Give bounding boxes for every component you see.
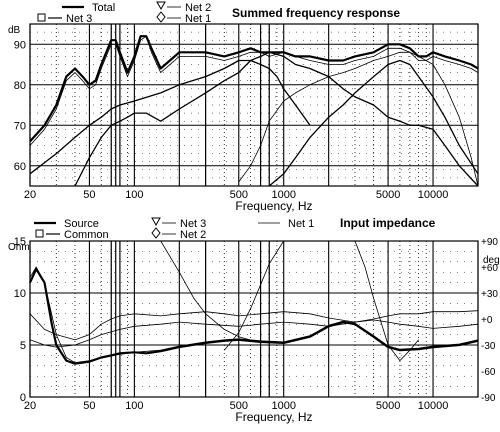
top-y-tick-labels: 60 70 80 90 xyxy=(14,39,26,173)
bottom-x-tick-labels: 20 50 100 500 1000 5000 10000 xyxy=(24,400,448,412)
legend-swatch xyxy=(37,13,46,22)
series-line-0 xyxy=(29,268,479,365)
x-tick-label: 1000 xyxy=(271,189,295,201)
legend-swatch xyxy=(151,227,161,239)
x-tick-label: 1000 xyxy=(271,400,295,412)
legend-label: Net 1 xyxy=(288,218,314,230)
top-grid xyxy=(29,23,479,187)
bottom-y2-tick-labels: +90 +60 +30 +0 -30 -60 -90 xyxy=(481,237,498,404)
legend-swatch xyxy=(156,1,166,11)
legend-label: Common xyxy=(64,229,109,241)
x-tick-label: 500 xyxy=(230,400,248,412)
bottom-chart-title: Input impedance xyxy=(340,216,436,230)
x-tick-label: 10000 xyxy=(418,189,449,201)
bottom-y2-axis-label: deg xyxy=(483,255,500,266)
top-x-tick-labels: 20 50 100 500 1000 5000 10000 xyxy=(24,189,448,201)
y2-tick-label: -90 xyxy=(481,393,496,404)
y2-tick-label: -30 xyxy=(481,341,496,352)
series-line-4 xyxy=(160,240,261,344)
x-tick-label: 20 xyxy=(24,400,36,412)
series-line-2 xyxy=(74,51,479,187)
legend-label: Total xyxy=(92,2,115,14)
series-line-5 xyxy=(268,59,479,187)
series-line-1 xyxy=(29,266,479,364)
y2-tick-label: +0 xyxy=(481,315,493,326)
series-line-4 xyxy=(29,59,311,175)
legend-label: Net 1 xyxy=(185,13,211,25)
series-line-2 xyxy=(29,310,479,341)
bottom-x-axis-label: Frequency, Hz xyxy=(235,410,312,424)
x-tick-label: 10000 xyxy=(418,400,449,412)
series-line-6 xyxy=(354,240,419,361)
y-tick-label: 70 xyxy=(14,120,26,132)
series-line-0 xyxy=(29,35,479,143)
series-line-5 xyxy=(223,240,285,351)
y-tick-label: 80 xyxy=(14,80,26,92)
bottom-y-tick-labels: 0 5 10 15 xyxy=(14,236,26,404)
x-tick-label: 50 xyxy=(83,189,95,201)
frequency-response-chart: 60 70 80 90 20 50 100 500 1000 5000 10000 dB Freq… xyxy=(8,1,479,213)
y2-tick-label: +90 xyxy=(481,237,498,248)
y2-tick-label: -60 xyxy=(481,367,496,378)
y-tick-label: 10 xyxy=(14,288,26,300)
y-tick-label: 0 xyxy=(20,392,26,404)
x-tick-label: 5000 xyxy=(376,400,400,412)
legend-swatch xyxy=(151,217,161,227)
x-tick-label: 500 xyxy=(230,189,248,201)
bottom-plot-frame xyxy=(29,240,479,398)
legend-label: Net 3 xyxy=(180,218,206,230)
input-impedance-chart: 0 5 10 15 +90 +60 +30 +0 -30 -60 -90 20 50 100 500 10… xyxy=(8,216,500,424)
y-tick-label: 15 xyxy=(14,236,26,248)
bottom-grid xyxy=(29,240,479,398)
legend-swatch xyxy=(35,229,44,238)
y2-tick-label: +30 xyxy=(481,289,498,300)
top-plot-frame xyxy=(29,23,479,187)
x-tick-label: 50 xyxy=(83,400,95,412)
y-tick-label: 5 xyxy=(20,340,26,352)
bottom-series xyxy=(29,240,479,365)
legend-label: Source xyxy=(64,218,99,230)
top-y-axis-label: dB xyxy=(8,25,21,36)
y2-tick-label: +60 xyxy=(481,263,498,274)
bottom-y-axis-label: Ohm xyxy=(8,242,30,253)
x-tick-label: 100 xyxy=(125,189,143,201)
x-tick-label: 100 xyxy=(125,400,143,412)
legend-label: Net 2 xyxy=(180,229,206,241)
series-line-1 xyxy=(29,35,479,146)
y-tick-label: 90 xyxy=(14,39,26,51)
x-tick-label: 5000 xyxy=(376,189,400,201)
top-chart-title: Summed frequency response xyxy=(232,6,400,20)
series-line-3 xyxy=(238,51,479,187)
legend-label: Net 3 xyxy=(66,13,92,25)
legend-swatch xyxy=(156,11,166,23)
top-x-axis-label: Frequency, Hz xyxy=(235,199,312,213)
series-line-3 xyxy=(29,319,479,348)
y-tick-label: 60 xyxy=(14,161,26,173)
legend-label: Net 2 xyxy=(185,2,211,14)
x-tick-label: 20 xyxy=(24,189,36,201)
top-series xyxy=(29,35,479,187)
